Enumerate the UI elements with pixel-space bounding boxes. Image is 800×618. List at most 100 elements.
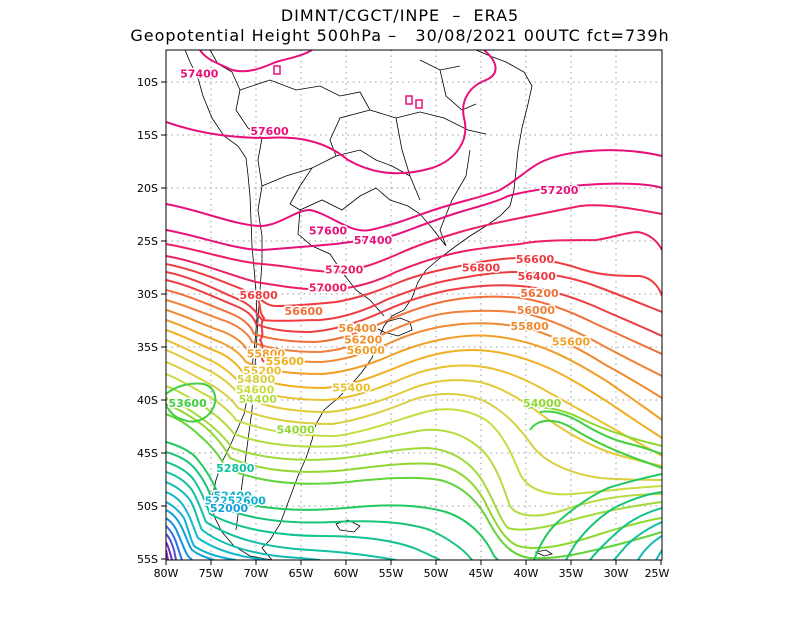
contour-label: 54800 (237, 373, 276, 386)
contour-51200 (166, 541, 173, 560)
lon-label-30w: 30W (604, 567, 629, 580)
contour-label: 55800 (510, 320, 549, 333)
contour-small-loop-1 (405, 95, 413, 105)
contour-label: 55200 (243, 364, 282, 377)
contour-small-loop-2 (415, 99, 423, 109)
contour-55400 (166, 329, 662, 439)
contour-57600 (166, 149, 662, 232)
lon-label-35w: 35W (559, 567, 584, 580)
lat-axis (161, 81, 166, 560)
lat-label-10s: 10S (137, 76, 158, 89)
lon-axis (165, 560, 662, 565)
lon-tick-labels: 80W 75W 70W 65W 60W 55W 50W 45W 40W 35W … (154, 567, 670, 580)
contour-layer (166, 50, 662, 560)
contour-54400 (166, 385, 662, 517)
title-line-1: DIMNT/CGCT/INPE – ERA5 (280, 6, 520, 25)
contour-53800 (166, 413, 662, 560)
contour-52600 (166, 481, 662, 560)
lon-label-70w: 70W (244, 567, 269, 580)
contour-label: 56400 (518, 270, 557, 283)
lat-label-55s: 55S (137, 553, 158, 566)
contour-label: 56800 (462, 262, 501, 275)
map-frame (165, 49, 663, 561)
contour-53600 (166, 382, 662, 469)
contour-label: 57200 (540, 184, 579, 197)
contour-53200 (166, 451, 662, 560)
lon-label-75w: 75W (199, 567, 224, 580)
contour-label: 57600 (309, 224, 348, 237)
contour-52400 (166, 491, 662, 560)
lon-label-60w: 60W (334, 567, 359, 580)
contour-56200 (166, 289, 662, 355)
contour-label: 56600 (285, 305, 324, 318)
coastline-west (184, 50, 273, 560)
contour-52800 (166, 471, 662, 560)
lat-label-20s: 20S (137, 182, 158, 195)
lon-label-55w: 55W (379, 567, 404, 580)
lat-label-35s: 35S (137, 341, 158, 354)
lon-label-50w: 50W (424, 567, 449, 580)
coastline-east (261, 50, 533, 560)
lon-label-25w: 25W (645, 567, 670, 580)
contour-54600 (166, 373, 662, 496)
lon-label-45w: 45W (469, 567, 494, 580)
contour-51600 (166, 525, 183, 560)
contour-label: 55600 (552, 336, 591, 349)
contour-55600 (166, 319, 662, 421)
contour-label: 57600 (250, 125, 289, 138)
contour-55800 (166, 309, 662, 399)
contour-label: 56800 (240, 289, 279, 302)
contour-label: 54000 (523, 397, 562, 410)
contour-54800 (166, 361, 662, 481)
lat-label-15s: 15S (137, 129, 158, 142)
lon-label-40w: 40W (514, 567, 539, 580)
contour-label: 57200 (325, 264, 364, 277)
south-georgia (534, 549, 553, 557)
lat-label-25s: 25S (137, 235, 158, 248)
border-andes (209, 50, 263, 531)
contour-label: 55400 (332, 381, 371, 394)
contour-label: 54400 (239, 393, 278, 406)
contour-small-loop-3 (273, 65, 281, 75)
contour-label-layer: 57400 57600 57200 57600 57400 57200 56800 57000… (167, 66, 592, 517)
contour-label: 57000 (309, 282, 348, 295)
contour-label: 56200 (520, 287, 559, 300)
contour-52000 (166, 509, 215, 560)
graticule-grid (166, 50, 662, 560)
contour-label: 57400 (180, 68, 219, 81)
lat-label-40s: 40S (137, 394, 158, 407)
contour-label: 52400 (213, 489, 252, 502)
contour-54000 (166, 403, 662, 550)
border-interior (239, 79, 487, 317)
contour-53000 (166, 461, 662, 560)
contour-55000 (166, 349, 662, 467)
contour-57000 (166, 230, 662, 292)
contour-56400 (166, 279, 662, 337)
contour-56600 (166, 270, 662, 322)
contour-51400 (166, 533, 177, 560)
contour-label: 56600 (516, 253, 555, 266)
contour-label: 55600 (266, 355, 305, 368)
contour-label: 56200 (344, 334, 383, 347)
contour-57200 (166, 204, 662, 274)
border-north (419, 59, 477, 111)
contour-57600-north (166, 50, 497, 175)
contour-55200 (166, 339, 662, 457)
contour-label: 56000 (347, 344, 386, 357)
contour-label: 57400 (354, 234, 393, 247)
contour-52200 (166, 501, 237, 560)
contour-57400 (166, 182, 662, 252)
contour-53400 (166, 441, 662, 560)
contour-label: 52252600 (205, 495, 267, 508)
contour-label: 56400 (339, 322, 378, 335)
contour-label: 55800 (247, 347, 286, 360)
title-line-2: Geopotential Height 500hPa – 30/08/2021 … (130, 26, 670, 45)
lon-label-65w: 65W (289, 567, 314, 580)
contour-57400-north (199, 50, 313, 73)
contour-51800 (166, 517, 193, 560)
lat-label-50s: 50S (137, 500, 158, 513)
coastline-layer (184, 50, 553, 560)
contour-label: 52000 (210, 502, 249, 515)
contour-label: 52800 (216, 462, 255, 475)
